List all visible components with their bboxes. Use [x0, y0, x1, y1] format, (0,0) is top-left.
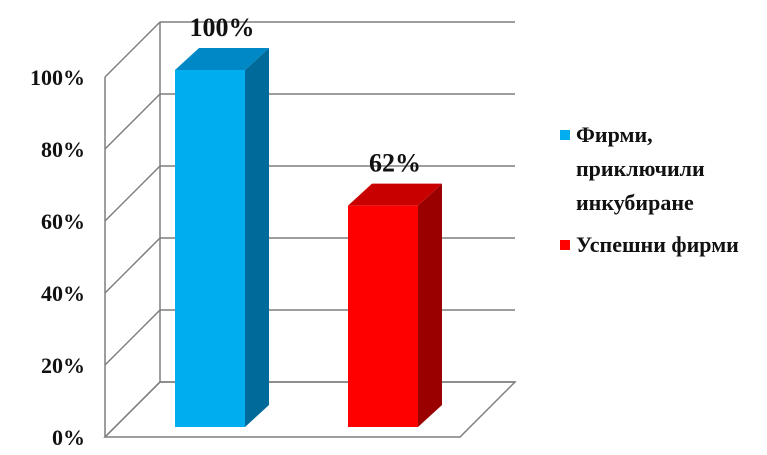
chart-legend: Фирми, приключили инкубиране Успешни фир… — [560, 118, 765, 270]
legend-swatch-successful — [560, 240, 570, 250]
gridline-diagonal — [104, 309, 161, 366]
chart-floor — [103, 381, 517, 438]
bar-side — [245, 48, 269, 427]
gridline-diagonal — [104, 237, 161, 294]
legend-item-successful: Успешни фирми — [560, 228, 765, 262]
gridline-diagonal — [104, 165, 161, 222]
bar — [348, 205, 418, 427]
bar-top — [175, 48, 269, 70]
y-tick-label: 60% — [41, 209, 85, 234]
bar-top — [348, 183, 442, 206]
y-axis-ticks: 0% 20% 40% 60% 80% 100% — [30, 65, 85, 450]
legend-item-incubated: Фирми, приключили инкубиране — [560, 118, 765, 220]
bar-data-label: 62% — [369, 149, 421, 178]
bars — [175, 48, 442, 427]
y-tick-label: 40% — [41, 281, 85, 306]
bar-side — [418, 183, 442, 427]
y-tick-label: 0% — [52, 425, 85, 450]
y-tick-label: 80% — [41, 137, 85, 162]
legend-label-successful: Успешни фирми — [576, 232, 739, 257]
chart-grid — [103, 21, 517, 438]
y-tick-label: 100% — [30, 65, 85, 90]
bar — [175, 70, 245, 427]
legend-label-incubated: Фирми, приключили инкубиране — [576, 122, 705, 215]
bar-data-label: 100% — [190, 13, 255, 42]
gridline-diagonal — [104, 93, 161, 150]
legend-swatch-incubated — [560, 130, 570, 140]
data-labels: 100% 62% — [190, 13, 422, 178]
gridline-diagonal — [104, 21, 161, 78]
y-tick-label: 20% — [41, 353, 85, 378]
